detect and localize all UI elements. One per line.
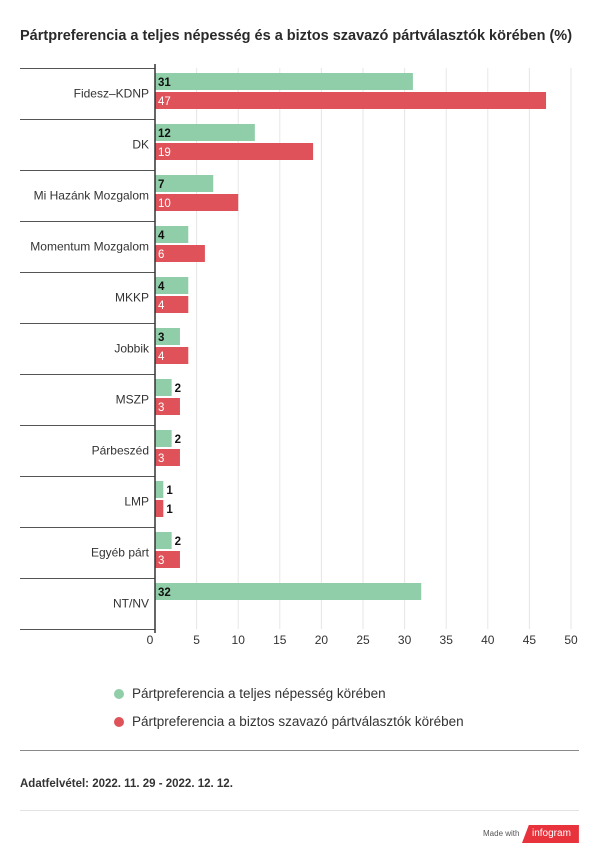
bar-sure-voters [155, 551, 180, 568]
bar-total-population [155, 532, 172, 549]
legend-marker-red [114, 717, 124, 727]
bar-sure-voters [155, 500, 164, 517]
x-tick-label: 15 [273, 633, 287, 647]
bar-total-population [155, 583, 422, 600]
x-tick-label: 5 [193, 633, 200, 647]
data-label: 12 [158, 128, 171, 140]
legend-item-series1[interactable]: Pártpreferencia a teljes népesség körébe… [114, 686, 386, 701]
bar-sure-voters [155, 245, 205, 262]
legend-label-series2: Pártpreferencia a biztos szavazó pártvál… [132, 714, 464, 729]
x-tick-label: 0 [147, 633, 154, 647]
bar-sure-voters [155, 398, 180, 415]
data-label: 19 [158, 147, 171, 159]
infogram-logo[interactable]: infogram [522, 825, 579, 843]
data-label: 4 [158, 230, 165, 242]
bar-total-population [155, 73, 413, 90]
data-label: 3 [158, 332, 164, 344]
chart-title: Pártpreferencia a teljes népesség és a b… [20, 28, 573, 44]
x-tick-label: 25 [356, 633, 370, 647]
bar-sure-voters [155, 449, 180, 466]
bar-total-population [155, 175, 214, 192]
category-label: NT/NV [113, 597, 149, 611]
category-label: MSZP [116, 393, 149, 407]
bar-sure-voters [155, 194, 239, 211]
x-tick-label: 10 [232, 633, 246, 647]
bar-total-population [155, 226, 189, 243]
bar-sure-voters [155, 296, 189, 313]
category-label: LMP [124, 495, 149, 509]
category-label: DK [132, 138, 149, 152]
data-label: 4 [158, 281, 165, 293]
data-label: 10 [158, 198, 171, 210]
data-label: 3 [158, 402, 164, 414]
bottom-divider [20, 810, 579, 811]
legend-item-series2[interactable]: Pártpreferencia a biztos szavazó pártvál… [114, 714, 464, 729]
bar-sure-voters [155, 92, 547, 109]
bar-total-population [155, 481, 164, 498]
bar-sure-voters [155, 347, 189, 364]
x-tick-label: 20 [315, 633, 329, 647]
data-label: 2 [175, 383, 181, 395]
data-label: 4 [158, 300, 165, 312]
category-label: Mi Hazánk Mozgalom [34, 189, 149, 203]
bar-total-population [155, 124, 255, 141]
data-label: 3 [158, 555, 164, 567]
bar-total-population [155, 430, 172, 447]
data-label: 2 [175, 536, 181, 548]
data-label: 4 [158, 351, 165, 363]
bar-total-population [155, 277, 189, 294]
legend-label-series1: Pártpreferencia a teljes népesség körébe… [132, 686, 386, 701]
category-label: Fidesz–KDNP [74, 87, 149, 101]
legend-marker-green [114, 689, 124, 699]
category-label: Jobbik [114, 342, 150, 356]
data-label: 31 [158, 77, 171, 89]
data-label: 6 [158, 249, 164, 261]
x-tick-label: 30 [398, 633, 412, 647]
bar-sure-voters [155, 143, 314, 160]
data-label: 32 [158, 587, 171, 599]
x-tick-label: 45 [523, 633, 537, 647]
footer-divider [20, 750, 579, 751]
data-label: 1 [166, 485, 173, 497]
x-tick-label: 35 [440, 633, 454, 647]
bar-total-population [155, 328, 180, 345]
category-label: Párbeszéd [92, 444, 149, 458]
survey-date-note: Adatfelvétel: 2022. 11. 29 - 2022. 12. 1… [20, 778, 233, 790]
x-tick-label: 50 [564, 633, 578, 647]
data-label: 1 [166, 504, 173, 516]
made-with-text: Made with [483, 829, 520, 838]
category-label: MKKP [115, 291, 149, 305]
data-label: 47 [158, 96, 171, 108]
category-label: Momentum Mozgalom [30, 240, 149, 254]
data-label: 3 [158, 453, 164, 465]
x-tick-label: 40 [481, 633, 495, 647]
bar-total-population [155, 379, 172, 396]
data-label: 2 [175, 434, 181, 446]
data-label: 7 [158, 179, 164, 191]
category-label: Egyéb párt [91, 546, 150, 560]
